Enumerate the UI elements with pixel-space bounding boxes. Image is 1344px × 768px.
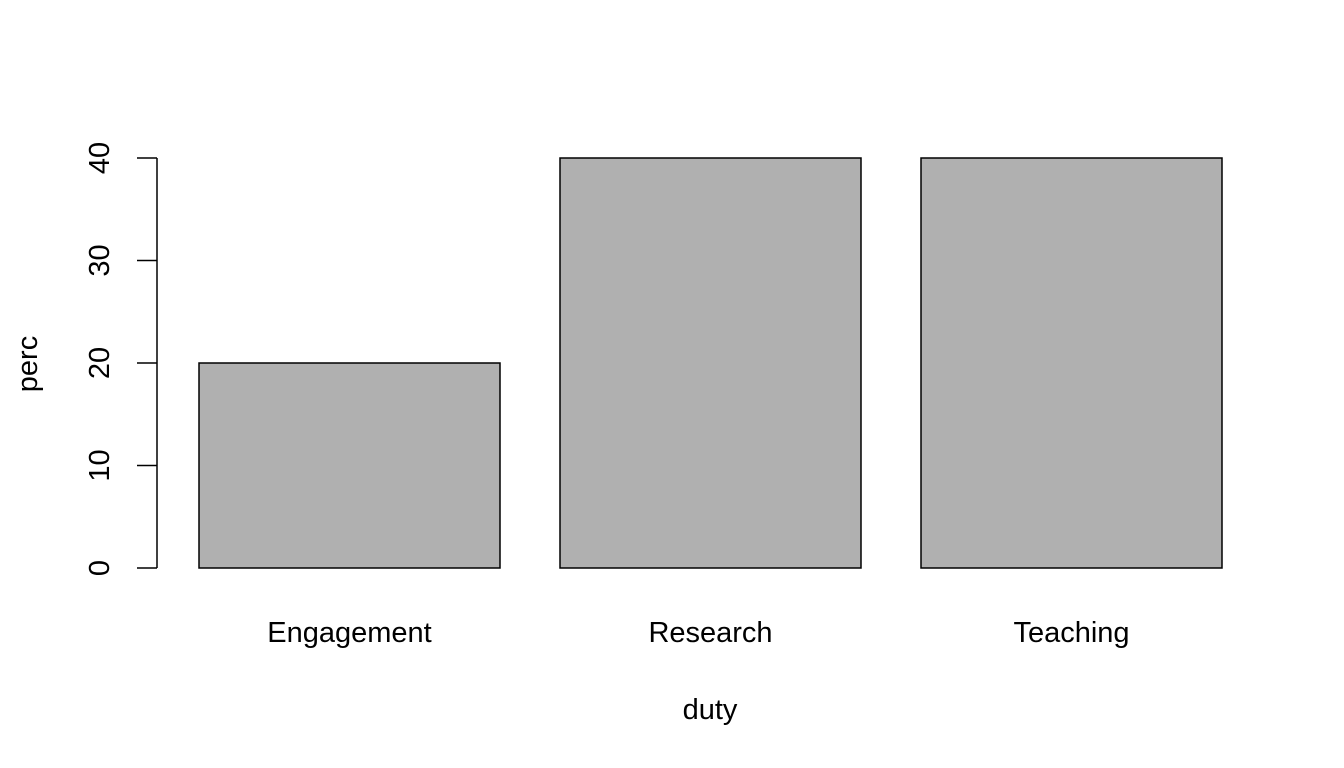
y-axis-title: perc (12, 336, 44, 392)
x-axis-title: duty (683, 694, 738, 726)
y-tick-label: 20 (84, 347, 116, 379)
y-tick-label: 0 (84, 560, 116, 576)
x-category-label: Teaching (1013, 617, 1129, 649)
x-axis-labels: Engagement Research Teaching (267, 617, 1129, 649)
bar-research (559, 157, 862, 569)
y-axis: 0 10 20 30 40 (84, 142, 158, 576)
y-tick-label: 30 (84, 244, 116, 276)
bar-engagement (198, 362, 501, 569)
x-category-label: Research (648, 617, 772, 649)
x-category-label: Engagement (267, 617, 431, 649)
y-tick-label: 10 (84, 449, 116, 481)
y-tick-label: 40 (84, 142, 116, 174)
bars (198, 157, 1223, 569)
bar-teaching (920, 157, 1223, 569)
